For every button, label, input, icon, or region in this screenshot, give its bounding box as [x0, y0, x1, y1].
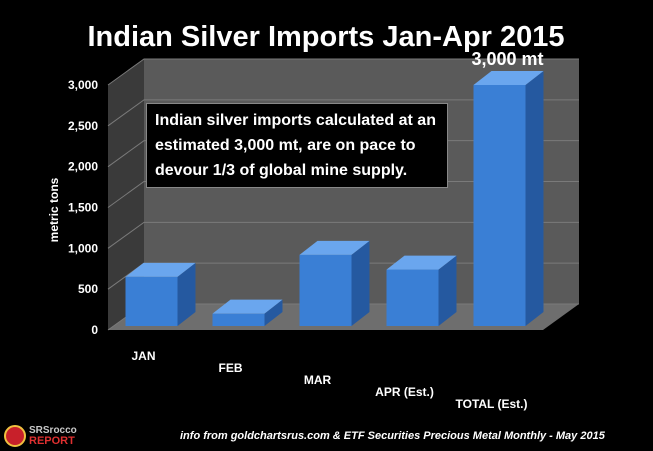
srsrocco-logo: SRSrocco REPORT — [4, 424, 96, 448]
bar-front — [299, 254, 352, 326]
bar-top — [386, 255, 457, 270]
y-tick-label: 500 — [78, 282, 98, 296]
logo-line-2: REPORT — [29, 435, 75, 447]
source-note: info from goldchartsrus.com & ETF Securi… — [180, 430, 605, 442]
y-tick-label: 2,500 — [68, 119, 98, 133]
bar-feb — [212, 299, 283, 326]
x-category-label: JAN — [131, 349, 155, 363]
grid-line — [107, 221, 579, 249]
bar-top — [212, 299, 283, 314]
bar-top — [473, 71, 544, 85]
bar-apr-est — [386, 255, 457, 326]
bar-side — [351, 240, 370, 326]
bar-side — [264, 299, 283, 326]
bar-side — [177, 262, 196, 326]
x-category-label: APR (Est.) — [375, 385, 434, 399]
chart-title: Indian Silver Imports Jan-Apr 2015 — [87, 21, 564, 53]
y-axis-ticks: 0 500 1,000 1,500 2,000 2,500 3,000 — [68, 78, 98, 337]
bar-jan — [125, 262, 196, 326]
bar-front — [212, 313, 265, 326]
grid-line — [107, 99, 579, 127]
annotation-box: Indian silver imports calculated at an e… — [146, 103, 448, 188]
grid-line — [107, 58, 579, 86]
data-label: 3,000 mt — [471, 49, 543, 69]
bar-total-est — [473, 71, 544, 326]
bar-front — [125, 276, 178, 326]
bar-front — [386, 269, 439, 326]
x-axis-categories: JAN FEB MAR APR (Est.) TOTAL (Est.) — [131, 349, 527, 411]
y-tick-label: 0 — [91, 323, 98, 337]
x-category-label: MAR — [304, 373, 332, 387]
y-tick-label: 1,000 — [68, 241, 98, 255]
data-labels: 3,000 mt — [471, 49, 543, 69]
y-tick-label: 3,000 — [68, 78, 98, 92]
x-category-label: TOTAL (Est.) — [456, 397, 528, 411]
y-axis-label: metric tons — [47, 177, 61, 242]
y-tick-label: 1,500 — [68, 201, 98, 215]
y-tick-label: 2,000 — [68, 160, 98, 174]
bar-front — [473, 85, 526, 326]
bar-side — [438, 255, 457, 326]
logo-line-1: SRSrocco — [29, 425, 77, 436]
bars — [125, 71, 544, 326]
bar-mar — [299, 240, 370, 326]
bar-top — [125, 262, 196, 277]
logo-badge-icon — [4, 425, 26, 447]
bar-top — [299, 240, 370, 255]
x-category-label: FEB — [219, 361, 243, 375]
bar-side — [525, 71, 544, 326]
